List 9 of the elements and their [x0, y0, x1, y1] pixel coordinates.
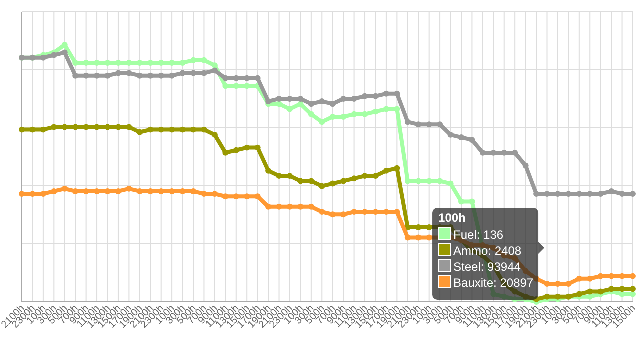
annotation: : 93944 [480, 260, 522, 274]
legend-label: Bauxite [454, 276, 494, 290]
legend-label: Fuel [454, 228, 477, 242]
legend-label: Steel [454, 260, 481, 274]
annotation: : 136 [476, 228, 504, 242]
annotation: : 20897 [494, 276, 534, 290]
annotation: : 2408 [488, 244, 522, 258]
legend-label: Ammo [454, 244, 489, 258]
annotation: 100h [438, 211, 466, 225]
